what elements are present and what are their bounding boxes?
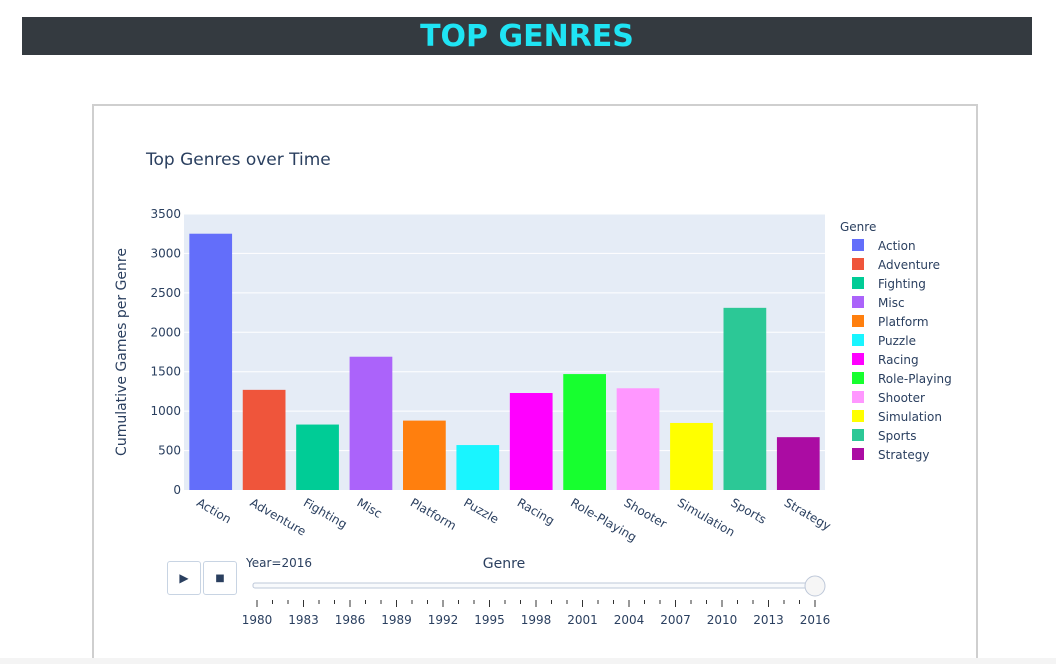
x-tick-label: Misc [354, 495, 384, 520]
y-axis-label: Cumulative Games per Genre [114, 248, 130, 456]
legend-swatch[interactable] [852, 258, 864, 270]
legend-label[interactable]: Racing [878, 353, 919, 367]
x-tick-label: Action [194, 495, 234, 526]
chart-title: Top Genres over Time [145, 150, 331, 170]
slider-tick-label: 2013 [753, 613, 784, 627]
x-tick-label: Simulation [675, 495, 737, 539]
bar-role-playing[interactable] [563, 374, 606, 490]
legend: Action Adventure Fighting Misc Platform Puzzl… [852, 239, 952, 462]
x-tick-label: Sports [728, 495, 768, 526]
y-tick-label: 2500 [150, 286, 181, 300]
slider-tick-label: 1986 [335, 613, 366, 627]
slider-tick-label: 1983 [288, 613, 319, 627]
slider-tick-label: 1989 [381, 613, 412, 627]
y-tick-label: 1000 [150, 404, 181, 418]
bar-puzzle[interactable] [456, 445, 500, 490]
stop-icon: ■ [215, 572, 225, 584]
bar-simulation[interactable] [670, 422, 713, 490]
legend-label[interactable]: Fighting [878, 277, 926, 291]
legend-swatch[interactable] [852, 277, 864, 289]
slider-rail[interactable] [252, 582, 822, 589]
legend-swatch[interactable] [852, 410, 864, 422]
legend-label[interactable]: Action [878, 239, 916, 253]
legend-label[interactable]: Shooter [878, 391, 925, 405]
page-title: TOP GENRES [420, 18, 634, 54]
y-tick-label: 3500 [150, 207, 181, 221]
bar-platform[interactable] [403, 420, 446, 490]
slider-tick-label: 2016 [800, 613, 831, 627]
slider-tick-label: 2004 [614, 613, 645, 627]
legend-swatch[interactable] [852, 429, 864, 441]
legend-swatch[interactable] [852, 391, 864, 403]
play-button[interactable]: ▶ [167, 561, 201, 595]
bars [189, 233, 820, 490]
slider-tick-label: 1980 [242, 613, 273, 627]
slider-axis-label: Genre [483, 556, 525, 572]
legend-swatch[interactable] [852, 334, 864, 346]
stop-button[interactable]: ■ [203, 561, 237, 595]
bar-racing[interactable] [509, 393, 553, 490]
legend-label[interactable]: Adventure [878, 258, 940, 272]
slider-ticks: 1980 1983 1986 1989 1992 1995 1998 2001 2004 2007… [242, 600, 831, 627]
legend-label[interactable]: Strategy [878, 448, 929, 462]
play-icon: ▶ [179, 571, 189, 585]
x-tick-label: Puzzle [461, 495, 501, 526]
bar-strategy[interactable] [776, 437, 820, 490]
page-header-banner: TOP GENRES [22, 17, 1032, 55]
legend-swatch[interactable] [852, 448, 864, 460]
legend-label[interactable]: Simulation [878, 410, 942, 424]
page-bottom-strip [0, 658, 1056, 664]
slider-tick-label: 2007 [660, 613, 691, 627]
slider-tick-label: 1995 [474, 613, 505, 627]
slider-tick-label: 1998 [521, 613, 552, 627]
x-tick-label: Platform [408, 495, 459, 532]
y-tick-label: 2000 [150, 325, 181, 339]
bar-fighting[interactable] [296, 424, 339, 490]
slider-tick-label: 2001 [567, 613, 598, 627]
legend-swatch[interactable] [852, 239, 864, 251]
legend-label[interactable]: Sports [878, 429, 916, 443]
y-tick-labels: 0 500 1000 1500 2000 2500 3000 3500 [150, 207, 181, 497]
y-tick-label: 1500 [150, 365, 181, 379]
legend-swatch[interactable] [852, 372, 864, 384]
y-tick-label: 500 [158, 444, 181, 458]
legend-label[interactable]: Puzzle [878, 334, 916, 348]
legend-label[interactable]: Misc [878, 296, 905, 310]
legend-swatch[interactable] [852, 296, 864, 308]
legend-label[interactable]: Platform [878, 315, 929, 329]
slider-tick-label: 2010 [707, 613, 738, 627]
x-tick-label: Adventure [248, 495, 309, 538]
bar-action[interactable] [189, 233, 233, 490]
y-gridlines [184, 213, 825, 452]
legend-label[interactable]: Role-Playing [878, 372, 952, 386]
legend-title: Genre [840, 220, 876, 234]
slider-current-value: Year=2016 [245, 556, 312, 570]
y-tick-label: 0 [173, 483, 181, 497]
slider-tick-label: 1992 [428, 613, 459, 627]
legend-swatch[interactable] [852, 315, 864, 327]
y-tick-label: 3000 [150, 246, 181, 260]
bar-shooter[interactable] [616, 388, 660, 490]
bar-sports[interactable] [723, 307, 767, 490]
x-tick-label: Strategy [782, 495, 834, 533]
bar-adventure[interactable] [242, 389, 286, 490]
x-tick-label: Racing [515, 495, 557, 527]
legend-swatch[interactable] [852, 353, 864, 365]
bar-misc[interactable] [349, 356, 393, 490]
plot-background [184, 214, 825, 490]
slider-handle[interactable] [804, 575, 826, 597]
